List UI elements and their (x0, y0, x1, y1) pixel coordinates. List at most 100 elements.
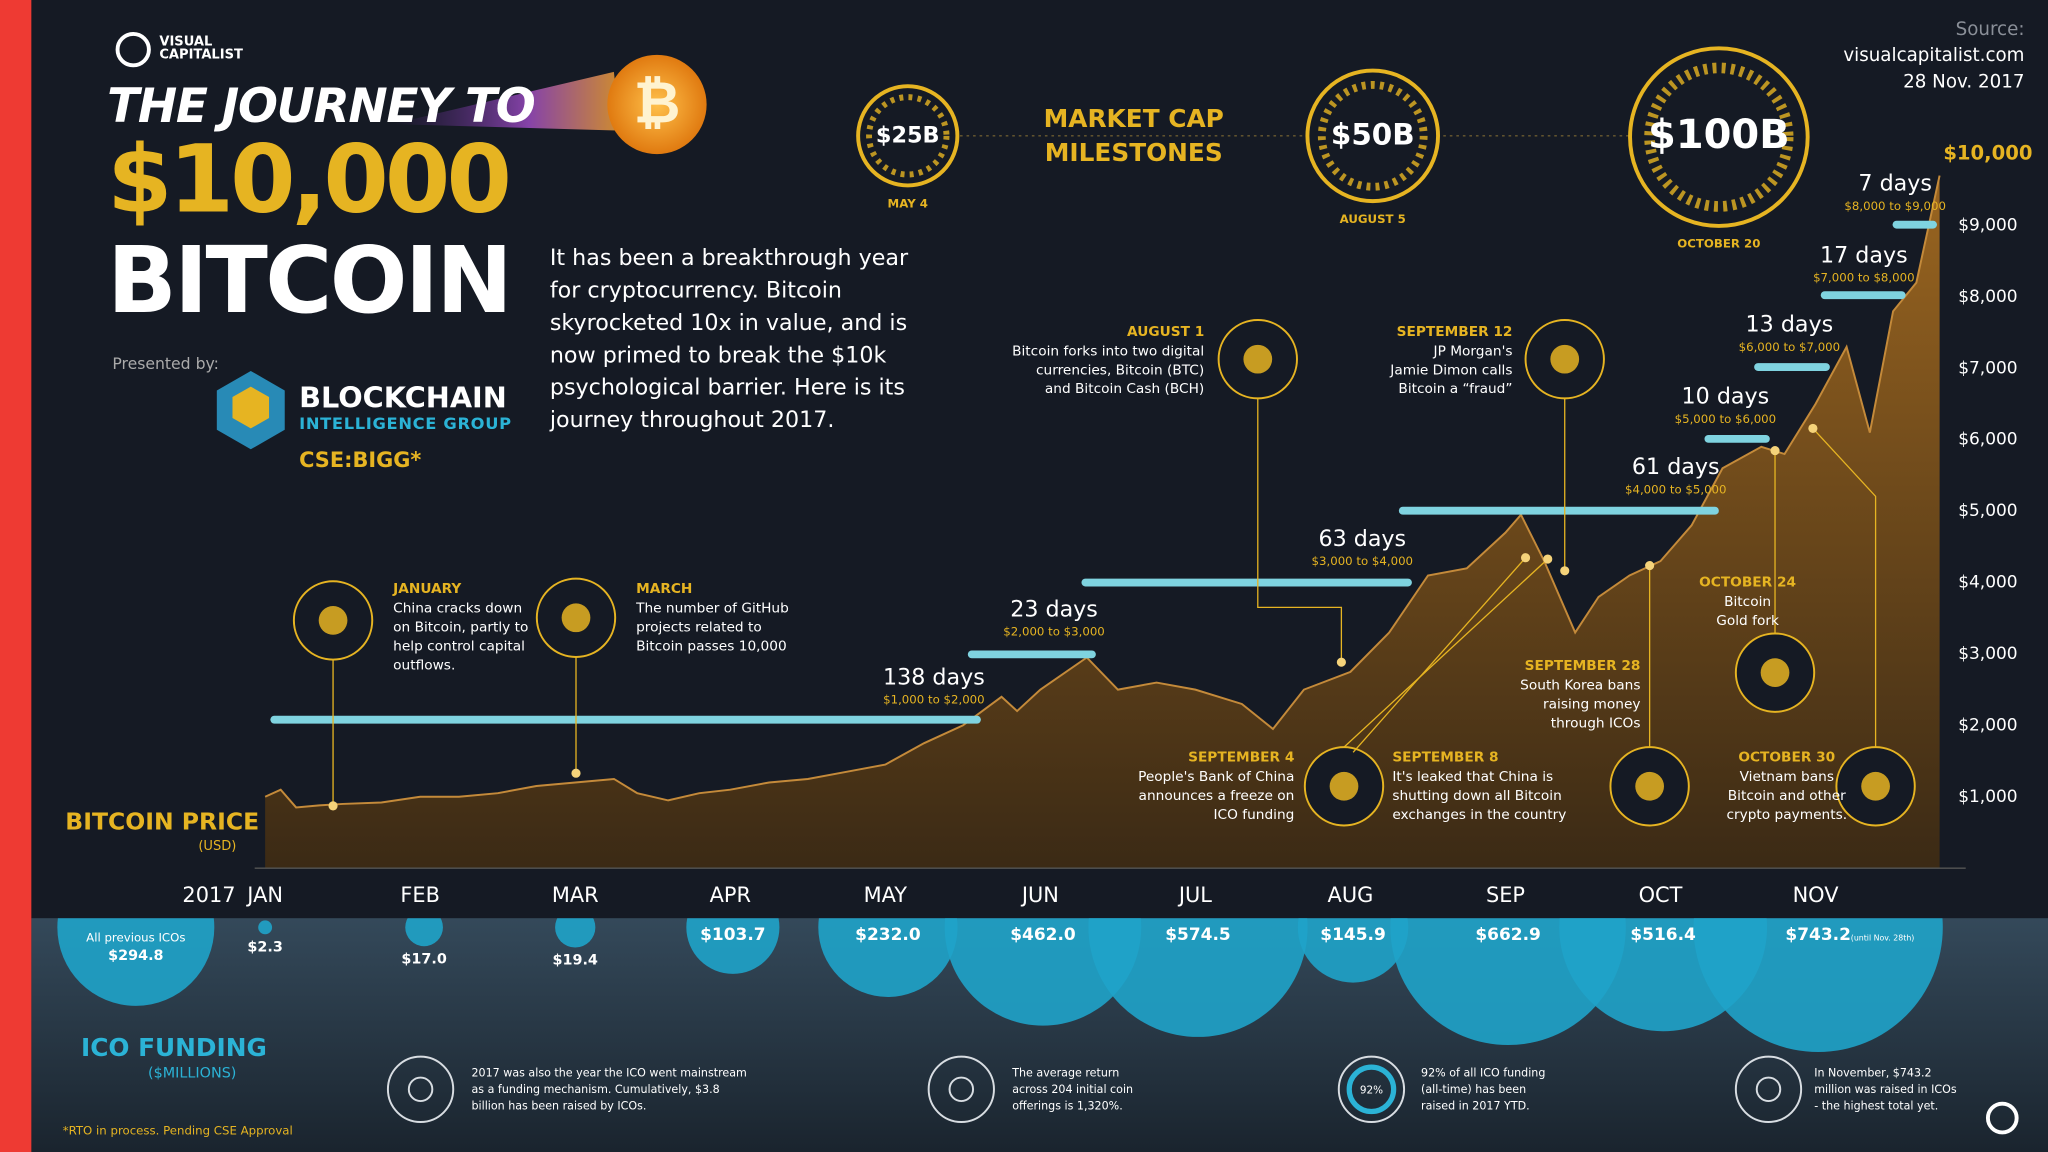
duration-label: 138 days (883, 664, 985, 690)
duration-range: $4,000 to $5,000 (1625, 482, 1727, 496)
event-dot (1770, 446, 1780, 456)
bitcoin-coin (607, 54, 707, 155)
x-tick-label: MAY (864, 883, 908, 907)
fact-ring (1346, 1064, 1397, 1115)
presenter-name: BLOCKCHAIN (299, 381, 507, 415)
ico-bubble (1693, 918, 1943, 1052)
event-icon-core (1550, 344, 1580, 374)
fact-text: - the highest total yet. (1814, 1099, 1938, 1112)
y-tick-label: $10,000 (1943, 142, 2032, 165)
event-text: Jamie Dimon calls (1389, 362, 1512, 378)
duration-range: $2,000 to $3,000 (1003, 625, 1105, 639)
event-dot (1808, 423, 1818, 433)
milestone-badge (1305, 68, 1440, 204)
event-text: currencies, Bitcoin (BTC) (1036, 362, 1204, 378)
y-tick-label: $1,000 (1958, 787, 2017, 807)
duration-label: 10 days (1682, 384, 1770, 410)
ico-bubble (818, 918, 958, 997)
ico-value-label: $145.9 (1320, 925, 1385, 945)
ico-value-label: $294.8 (108, 948, 163, 964)
fact-text: 2017 was also the year the ICO went main… (472, 1067, 747, 1080)
event-text: Gold fork (1716, 613, 1779, 629)
duration-range: $6,000 to $7,000 (1739, 340, 1841, 354)
y-tick-label: $2,000 (1958, 715, 2017, 735)
source: 28 Nov. 2017 (1903, 71, 2024, 92)
event-connector (1257, 398, 1343, 663)
event-dot (1520, 553, 1531, 563)
event-title: OCTOBER 30 (1738, 750, 1835, 766)
event-connector (1352, 557, 1527, 753)
x-tick-label: MAR (552, 883, 599, 907)
intro-line: skyrocketed 10x in value, and is (550, 310, 907, 336)
fact-icon-core (407, 1076, 434, 1103)
duration-label: 23 days (1010, 596, 1098, 622)
fact-icon (1337, 1055, 1406, 1123)
x-tick-label: NOV (1793, 883, 1840, 907)
duration-range: $3,000 to $4,000 (1312, 554, 1414, 568)
event-icon-core (1329, 771, 1359, 801)
fact-icon (927, 1055, 995, 1123)
y-tick-label: $8,000 (1958, 287, 2017, 307)
event-text: raising money (1543, 697, 1640, 713)
event-text: ICO funding (1214, 807, 1295, 823)
ico-title: ICO FUNDING (81, 1033, 267, 1062)
event-dot (1645, 560, 1655, 571)
intro-line: now primed to break the $10k (550, 342, 887, 368)
milestones-title: MILESTONES (1045, 138, 1223, 167)
y-tick-label: $7,000 (1958, 358, 2017, 378)
event-dot (571, 768, 581, 778)
event-icon-core (1243, 344, 1273, 374)
duration-label: 61 days (1632, 454, 1720, 480)
event-text: through ICOs (1551, 716, 1641, 732)
fact-icon-core (1755, 1076, 1782, 1103)
ico-bubble (57, 918, 215, 1006)
event-text: outflows. (393, 657, 455, 673)
event-icon-core (1635, 771, 1664, 801)
event-text: The number of GitHub (635, 601, 789, 617)
y-tick-label: $4,000 (1958, 573, 2017, 593)
price-line (264, 175, 1941, 809)
presenter-ticker: CSE:BIGG* (299, 448, 421, 472)
event-dot (1543, 554, 1553, 564)
event-text: Bitcoin (1724, 594, 1771, 610)
ico-value-label: $574.5 (1165, 925, 1230, 945)
duration-range: $5,000 to $6,000 (1675, 412, 1777, 426)
event-title: SEPTEMBER 8 (1392, 750, 1498, 766)
ico-value-label: $2.3 (247, 939, 282, 955)
fact-text: billion has been raised by ICOs. (472, 1099, 647, 1112)
fact-icon (386, 1055, 455, 1123)
duration-range: $8,000 to $9,000 (1844, 199, 1946, 213)
corner-logo (1985, 1101, 2019, 1135)
event-text: projects related to (636, 620, 762, 636)
event-text: China cracks down (393, 601, 522, 617)
ico-value-label: $103.7 (700, 925, 765, 945)
source: visualcapitalist.com (1843, 45, 2024, 66)
milestone-laurel (1317, 80, 1428, 191)
milestone-laurel (866, 94, 950, 178)
year-label: 2017 (182, 883, 235, 907)
event-text: announces a freeze on (1139, 788, 1295, 804)
fact-text: (all-time) has been (1421, 1083, 1526, 1096)
duration-label: 17 days (1820, 243, 1908, 269)
x-tick-label: APR (710, 883, 751, 907)
milestone-laurel (1644, 62, 1794, 212)
fact-text: offerings is 1,320%. (1012, 1099, 1123, 1112)
fact-icon-core (948, 1076, 975, 1103)
milestones-title: MARKET CAP (1044, 104, 1224, 133)
event-title: OCTOBER 24 (1699, 575, 1796, 591)
event-dot (1336, 657, 1346, 667)
event-connector (1812, 427, 1877, 748)
milestone-date: AUGUST 5 (1340, 212, 1406, 226)
fact-icon-label: 92% (1360, 1085, 1383, 1097)
milestone-badge (856, 84, 960, 188)
chart-title: BITCOIN PRICE (65, 807, 259, 835)
intro-line: psychological barrier. Here is its (550, 375, 905, 401)
x-tick-label: SEP (1486, 883, 1525, 907)
event-title: AUGUST 1 (1127, 324, 1204, 340)
ico-bubbles (57, 918, 1943, 1052)
presenter-sub: INTELLIGENCE GROUP (299, 414, 512, 433)
event-title: SEPTEMBER 28 (1525, 658, 1641, 674)
fact-icon (1734, 1055, 1803, 1123)
event-title: JANUARY (392, 581, 462, 597)
